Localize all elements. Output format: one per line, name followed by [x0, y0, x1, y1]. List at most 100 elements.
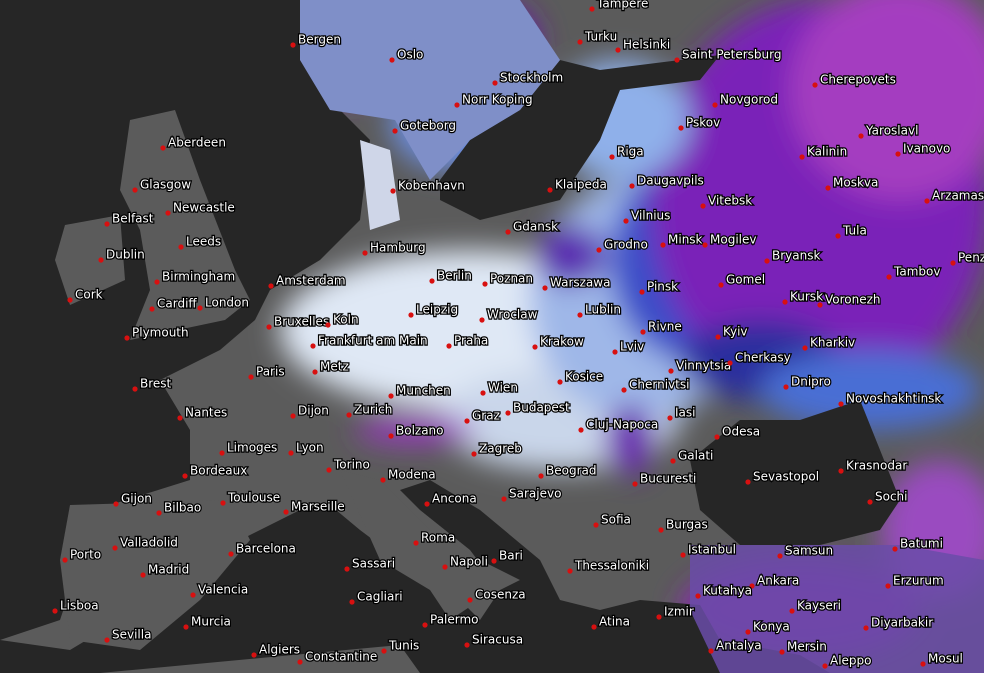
city-label: Bari [499, 549, 523, 563]
city-dot [623, 218, 629, 224]
city-label: Marseille [291, 500, 345, 514]
city-label: Voronezh [825, 293, 881, 307]
city-label: Antalya [716, 639, 762, 653]
city-label: Roma [421, 531, 455, 545]
city-dot [567, 568, 573, 574]
city-label: Siracusa [472, 633, 523, 647]
city-dot [228, 551, 234, 557]
city-dot [283, 509, 289, 515]
city-label: Sassari [352, 557, 395, 571]
city-dot [268, 283, 274, 289]
city-label: Algiers [259, 643, 300, 657]
city-dot [695, 593, 701, 599]
city-label: Kalinin [807, 145, 847, 159]
city-label: Istanbul [688, 543, 736, 557]
city-label: Burgas [666, 518, 708, 532]
city-dot [501, 496, 507, 502]
city-label: Frankfurt am Main [318, 334, 428, 348]
city-label: Sarajevo [509, 487, 561, 501]
city-label: Bruxelles [274, 315, 329, 329]
city-dot [838, 468, 844, 474]
city-label: Saint Petersburg [682, 48, 781, 62]
city-label: Sevastopol [753, 470, 819, 484]
city-label: Iasi [675, 406, 695, 420]
city-label: Thessaloniki [574, 559, 649, 573]
city-label: Arzamas [932, 189, 984, 203]
city-dot [656, 614, 662, 620]
city-label: Cosenza [475, 588, 526, 602]
city-dot [789, 608, 795, 614]
city-label: Sofia [601, 513, 631, 527]
city-dot [895, 151, 901, 157]
city-label: Paris [256, 365, 285, 379]
city-label: Ivanovo [903, 142, 950, 156]
city-dot [589, 6, 595, 12]
city-label: Chernivtsi [629, 378, 689, 392]
land [120, 110, 250, 340]
city-dot [178, 244, 184, 250]
city-label: Budapest [513, 401, 570, 415]
city-dot [632, 481, 638, 487]
city-label: Cluj-Napoca [586, 418, 658, 432]
city-dot [349, 599, 355, 605]
city-label: Zurich [354, 403, 392, 417]
city-label: Vilnius [631, 209, 670, 223]
city-dot [310, 343, 316, 349]
city-dot [612, 349, 618, 355]
city-label: Yaroslavl [865, 124, 918, 138]
city-label: Metz [320, 360, 349, 374]
city-labels: Tampere Bergen Oslo Turku Helsinki Saint Pete… [52, 0, 984, 669]
city-dot [639, 289, 645, 295]
city-label: Pskov [686, 116, 720, 130]
city-label: Tambov [893, 265, 940, 279]
city-label: Valencia [198, 583, 248, 597]
city-label: Berlin [437, 269, 472, 283]
city-dot [290, 413, 296, 419]
city-dot [219, 450, 225, 456]
city-label: Lisboa [60, 599, 99, 613]
city-label: Leipzig [416, 303, 458, 317]
city-label: Praha [454, 334, 488, 348]
city-label: Palermo [430, 613, 479, 627]
city-dot [779, 649, 785, 655]
city-dot [577, 39, 583, 45]
city-label: Kharkiv [810, 336, 855, 350]
city-dot [782, 299, 788, 305]
city-label: Stockholm [500, 71, 563, 85]
city-dot [812, 82, 818, 88]
city-label: Kursk [790, 290, 823, 304]
city-label: Helsinki [623, 38, 670, 52]
city-dot [183, 624, 189, 630]
city-label: Warszawa [550, 276, 610, 290]
city-dot [838, 401, 844, 407]
city-dot [422, 622, 428, 628]
city-label: Valladolid [120, 536, 178, 550]
city-dot [825, 185, 831, 191]
city-label: Klaipeda [555, 178, 607, 192]
city-dot [667, 415, 673, 421]
city-dot [492, 80, 498, 86]
city-dot [593, 522, 599, 528]
city-dot [471, 451, 477, 457]
land [360, 140, 400, 230]
city-dot [344, 566, 350, 572]
city-dot [680, 552, 686, 558]
city-dot [715, 334, 721, 340]
city-dot [542, 285, 548, 291]
city-dot [288, 450, 294, 456]
city-label: Aleppo [830, 654, 872, 668]
city-dot [326, 467, 332, 473]
city-dot [381, 648, 387, 654]
city-dot [413, 540, 419, 546]
city-label: Tampere [596, 0, 648, 11]
city-dot [591, 624, 597, 630]
city-label: Erzurum [893, 574, 944, 588]
city-dot [777, 553, 783, 559]
city-dot [609, 154, 615, 160]
city-dot [802, 345, 808, 351]
city-label: Dublin [106, 248, 145, 262]
city-label: Cardiff [157, 297, 197, 311]
city-label: Riga [617, 145, 644, 159]
city-label: Krakow [540, 335, 584, 349]
